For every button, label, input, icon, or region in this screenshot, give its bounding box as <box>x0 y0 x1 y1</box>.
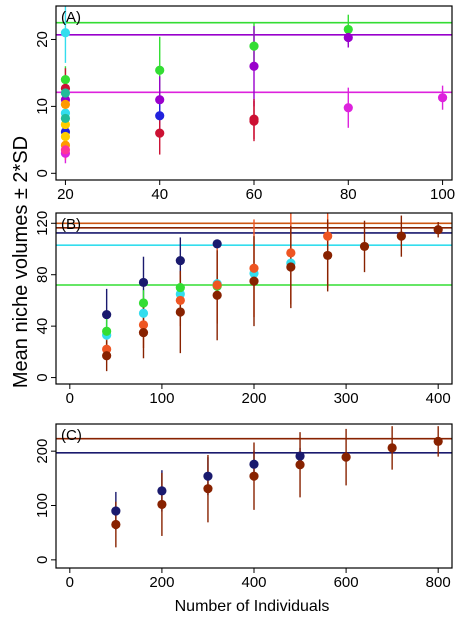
panel-3-data-point <box>203 471 213 481</box>
panel-1-data-point <box>249 61 259 71</box>
panel-2-data-point <box>138 320 149 330</box>
panel-2-data-point <box>102 344 112 354</box>
panel-2-y-tick-label: 120 <box>34 211 51 236</box>
panel-3-x-tick-label: 0 <box>66 574 74 591</box>
y-axis-label: Mean niche volumes ± 2*SD <box>10 136 32 388</box>
panel-2-data-point <box>175 282 185 293</box>
panel-1-x-tick-label: 80 <box>340 186 357 203</box>
panel-2-label: (B) <box>61 216 81 233</box>
panel-2-data-point <box>175 295 185 306</box>
panel-3-data-point <box>157 499 167 510</box>
panel-2-x-tick-label: 100 <box>149 390 174 407</box>
panel-2-data-point <box>175 307 185 317</box>
panel-2-data-point <box>138 308 149 318</box>
panel-3-label: (C) <box>61 427 82 444</box>
panel-2-data-point <box>175 255 185 266</box>
panel-2-data-point <box>286 262 296 272</box>
panel-3-data-point <box>295 451 305 461</box>
panel-1-data-point <box>155 111 165 121</box>
panel-1-x-tick-label: 20 <box>57 186 74 203</box>
panel-2-data-point <box>212 239 222 249</box>
panel-2-data-point <box>102 326 112 336</box>
panel-3-data-point <box>111 519 121 530</box>
panel-3-x-tick-label: 200 <box>149 574 174 591</box>
panel-2-data-point <box>433 225 443 235</box>
panel-2-data-point <box>359 241 370 252</box>
panel-1-y-tick-label: 0 <box>34 169 51 177</box>
panel-2-x-tick-label: 300 <box>334 390 359 407</box>
panel-3-x-tick-label: 400 <box>241 574 266 591</box>
panel-1-data-point <box>60 145 71 155</box>
panel-1-data-point <box>343 24 353 35</box>
panel-3-x-tick-label: 800 <box>426 574 451 591</box>
panel-2-data-point <box>212 280 222 290</box>
panel-2-data-point <box>138 327 149 338</box>
panel-2-data-point <box>249 263 259 273</box>
panel-2-data-point <box>175 289 185 299</box>
panel-2-x-tick-label: 0 <box>66 390 74 407</box>
panel-3-data-point <box>433 436 443 446</box>
panel-1-data-point <box>60 28 71 38</box>
panel-2-data-point <box>286 248 296 258</box>
panel-2-y-tick-label: 40 <box>34 318 51 335</box>
panel-1-data-point <box>60 88 71 98</box>
panel-3-data-point <box>249 459 259 469</box>
panel-3-data-point <box>203 484 213 494</box>
panel-1-data-point <box>155 95 165 105</box>
panel-3-y-tick-label: 100 <box>34 493 51 518</box>
panel-2-data-point <box>323 250 333 261</box>
panel-1-label: (A) <box>61 9 81 26</box>
panel-2-data-point <box>249 276 259 286</box>
panel-1-y-tick-label: 10 <box>34 98 51 115</box>
panel-2-data-point <box>212 290 222 300</box>
panel-2-data-point <box>323 231 333 241</box>
panel-3-data-point <box>249 471 259 481</box>
panel-1-data-point <box>437 93 448 103</box>
panel-1-data-point <box>249 114 259 124</box>
panel-1-x-tick-label: 100 <box>430 186 455 203</box>
x-axis-label: Number of Individuals <box>175 598 330 615</box>
panel-1-data-point <box>155 65 165 75</box>
panel-1-data-point <box>343 32 353 43</box>
panel-2-data-point <box>102 351 112 361</box>
panel-3-data-point <box>387 443 397 453</box>
panel-1-data-point <box>249 41 259 51</box>
panel-2-x-tick-label: 400 <box>426 390 451 407</box>
panel-3-x-tick-label: 600 <box>334 574 359 591</box>
panel-3-y-tick-label: 200 <box>34 439 51 464</box>
panel-1-data-point <box>60 113 71 124</box>
panel-1-data-point <box>60 131 71 142</box>
panel-3-y-tick-label: 0 <box>34 556 51 564</box>
panel-3-data-point <box>295 460 305 470</box>
panel-1-data-point <box>60 99 71 109</box>
panel-2-data-point <box>138 277 149 288</box>
panel-1-data-point <box>155 128 165 138</box>
panel-2-data-point <box>138 298 149 308</box>
panel-3-data-point <box>341 452 351 462</box>
panel-2-data-point <box>396 231 406 241</box>
panel-1-x-tick-label: 40 <box>151 186 168 203</box>
panel-2-data-point <box>102 309 112 320</box>
panel-2-y-tick-label: 0 <box>34 373 51 381</box>
panel-1-data-point <box>60 75 71 85</box>
panel-1-data-point <box>343 103 353 113</box>
panel-2-y-tick-label: 80 <box>34 266 51 283</box>
panel-3-data-point <box>157 486 167 496</box>
panel-1-y-tick-label: 20 <box>34 31 51 48</box>
panel-1-x-tick-label: 60 <box>246 186 263 203</box>
panel-3-data-point <box>111 506 121 516</box>
panel-2-x-tick-label: 200 <box>241 390 266 407</box>
